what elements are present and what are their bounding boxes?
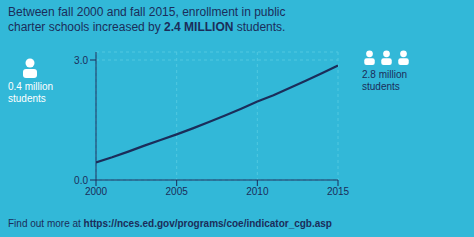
svg-text:2005: 2005 (166, 186, 189, 197)
svg-text:3.0: 3.0 (74, 55, 88, 66)
html-text:Between fall 2000 and fall 201: Between fall 2000 and fall 2015, enrollm… (8, 5, 286, 19)
html-text:0.4 million: 0.4 million (8, 81, 53, 92)
html-text:charter schools increased by 2: charter schools increased by 2.4 MILLION… (8, 20, 286, 34)
svg-text:2010: 2010 (246, 186, 269, 197)
html-text:students: students (362, 81, 400, 92)
html-text:students: students (8, 93, 46, 104)
svg-text:0.0: 0.0 (74, 175, 88, 186)
html-text:Find out more at https://nces.: Find out more at https://nces.ed.gov/pro… (8, 218, 332, 229)
html-text:2.8 million: 2.8 million (362, 69, 407, 80)
svg-text:2000: 2000 (85, 186, 108, 197)
svg-text:2015: 2015 (327, 186, 350, 197)
